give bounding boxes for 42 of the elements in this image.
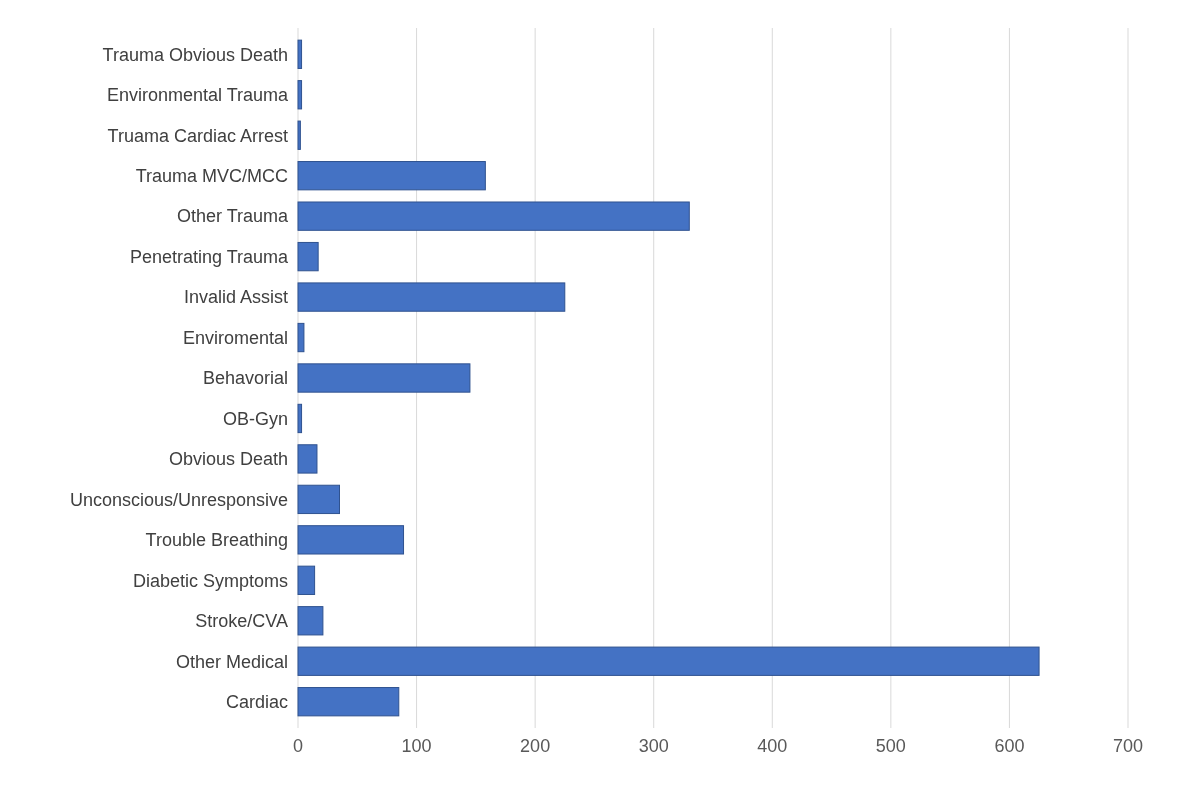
bar [297, 525, 405, 555]
y-tick-label: Environmental Trauma [106, 85, 289, 106]
bar [297, 606, 324, 636]
y-tick-label: Unconscious/Unresponsive [69, 489, 288, 510]
y-tick-label: Trauma MVC/MCC [135, 165, 288, 186]
x-tick-label: 0 [292, 736, 304, 756]
bar [297, 39, 303, 69]
y-tick-label: Stroke/CVA [195, 611, 288, 632]
y-tick-label: Other Medical [175, 651, 288, 672]
bar [297, 201, 690, 231]
bar [297, 565, 316, 595]
bar [297, 120, 301, 150]
bar [297, 484, 340, 515]
bar [297, 80, 303, 110]
y-tick-label: Behavorial [202, 368, 288, 389]
bar [297, 161, 486, 191]
y-tick-label: Invalid Assist [183, 287, 288, 308]
bar [297, 444, 318, 474]
bar [297, 241, 319, 272]
x-tick-label: 200 [520, 736, 551, 756]
y-tick-label: Penetrating Trauma [129, 246, 289, 267]
x-tick-label: 600 [994, 736, 1025, 756]
y-tick-label: Enviromental [182, 327, 288, 348]
bar [297, 322, 305, 353]
bar [297, 687, 400, 717]
bar [297, 363, 471, 393]
bar [297, 403, 303, 434]
y-tick-label: OB-Gyn [222, 408, 288, 429]
y-tick-label: Trauma Obvious Death [102, 44, 288, 65]
y-tick-label: Obvious Death [168, 449, 288, 470]
x-tick-label: 100 [401, 736, 432, 756]
x-tick-label: 400 [757, 736, 788, 756]
y-tick-label: Other Trauma [176, 206, 289, 227]
x-tick-label: 700 [1112, 736, 1144, 756]
y-tick-label: Truama Cardiac Arrest [107, 125, 288, 146]
y-tick-label: Diabetic Symptoms [132, 570, 288, 591]
y-tick-label: Trouble Breathing [145, 530, 288, 551]
bar [297, 282, 566, 312]
bar [297, 646, 1040, 676]
x-tick-label: 300 [638, 736, 669, 756]
y-tick-label: Cardiac [225, 692, 288, 712]
x-tick-label: 500 [875, 736, 906, 756]
